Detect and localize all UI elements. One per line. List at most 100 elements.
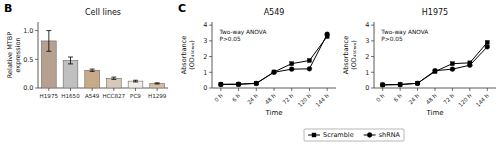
error-cap (111, 79, 116, 80)
x-tick (48, 88, 49, 91)
y-tick (371, 25, 374, 26)
error-bar (68, 57, 73, 64)
y-axis-line (38, 22, 39, 88)
point (381, 83, 385, 87)
x-tick-label: 0 h (213, 92, 224, 103)
text-line: Two-way ANOVA (218, 29, 266, 36)
x-tick-label: 120 h (297, 92, 313, 108)
x-tick (435, 88, 436, 91)
x-tick (309, 88, 310, 91)
point (290, 62, 294, 66)
bar (150, 83, 165, 88)
point (416, 81, 420, 85)
error-bar (46, 31, 51, 52)
x-tick-label: PC9 (130, 93, 141, 99)
y-axis-label: Relative MTBPexpression (6, 32, 22, 78)
y-tick-label: 0 (203, 84, 207, 92)
y-tick (209, 88, 212, 89)
series-line (383, 47, 488, 85)
line-panel: 01234A549Absorbance(OD₄₅₀ₙₘ)C0 h6 h24 h4… (178, 2, 336, 117)
x-tick-label: 72 h (282, 92, 295, 105)
x-tick-label: 24 h (246, 92, 259, 105)
error-cap (155, 82, 160, 83)
plot-area (41, 31, 164, 88)
error-cap (90, 69, 95, 70)
x-tick (469, 88, 470, 91)
x-tick-label: 0 h (375, 92, 386, 103)
y-axis-line (374, 22, 375, 88)
series-line (221, 36, 327, 84)
error-cap (68, 57, 73, 58)
x-tick (382, 88, 383, 91)
error-cap (133, 80, 138, 81)
legend: ScrambleshRNA (304, 129, 404, 141)
x-tick (327, 88, 328, 91)
error-cap (90, 71, 95, 72)
y-axis-label: Absorbance(OD₄₅₀ₙₘ) (342, 36, 358, 74)
error-cap (111, 77, 116, 78)
point (219, 82, 223, 86)
y-tick (371, 40, 374, 41)
x-tick (113, 88, 114, 91)
line-panel: 01234H1975Absorbance(OD₄₅₀ₙₘ)0 h6 h24 h4… (342, 8, 496, 117)
x-tick (487, 88, 488, 91)
point (272, 70, 277, 75)
legend-frame (304, 129, 404, 141)
y-tick (371, 56, 374, 57)
y-tick (209, 56, 212, 57)
x-tick-label: H1299 (148, 93, 167, 99)
y-tick-label: 0.5 (23, 56, 33, 64)
plot-area (380, 40, 489, 87)
x-axis-line (38, 88, 168, 89)
chart-title: H1975 (422, 8, 448, 17)
x-tick-label: 6 h (392, 92, 403, 103)
x-tick (220, 88, 221, 91)
series-line (221, 34, 327, 84)
y-tick (209, 40, 212, 41)
x-tick (238, 88, 239, 91)
point (236, 82, 241, 87)
y-tick-label: 0 (365, 84, 369, 92)
chart-title: Cell lines (85, 8, 121, 17)
panel-label: B (4, 2, 12, 15)
error-cap (46, 30, 51, 31)
y-tick (371, 72, 374, 73)
error-cap (46, 51, 51, 52)
legend-marker (367, 133, 372, 138)
y-tick-label: 2 (365, 53, 369, 61)
x-tick-label: 144 h (314, 92, 330, 108)
panel-label: C (178, 2, 186, 15)
bar (63, 60, 78, 88)
y-tick-label: 0.0 (23, 84, 33, 92)
series-line (383, 42, 488, 84)
point (398, 82, 403, 87)
text-line: (OD₄₅₀ₙₘ) (350, 40, 358, 70)
y-tick (35, 88, 38, 89)
x-tick (92, 88, 93, 91)
y-tick (35, 30, 38, 31)
point (237, 82, 241, 86)
x-tick-label: 6 h (231, 92, 242, 103)
point (307, 66, 312, 71)
x-tick (417, 88, 418, 91)
y-tick-label: 3 (203, 37, 207, 45)
x-tick-label: H1975 (40, 93, 59, 99)
point (398, 83, 402, 87)
y-tick-label: 1 (203, 69, 207, 77)
point (450, 62, 454, 66)
point (325, 32, 330, 37)
x-tick (452, 88, 453, 91)
error-stem (70, 57, 71, 64)
error-bar (111, 77, 116, 79)
point (450, 67, 455, 72)
error-cap (133, 81, 138, 82)
bar (106, 78, 121, 88)
point (254, 81, 258, 85)
error-cap (68, 63, 73, 64)
point (415, 81, 420, 86)
error-bar (155, 83, 160, 84)
x-tick (157, 88, 158, 91)
x-axis-label: Time (264, 109, 282, 117)
point (289, 67, 294, 72)
y-axis-line (212, 22, 213, 88)
